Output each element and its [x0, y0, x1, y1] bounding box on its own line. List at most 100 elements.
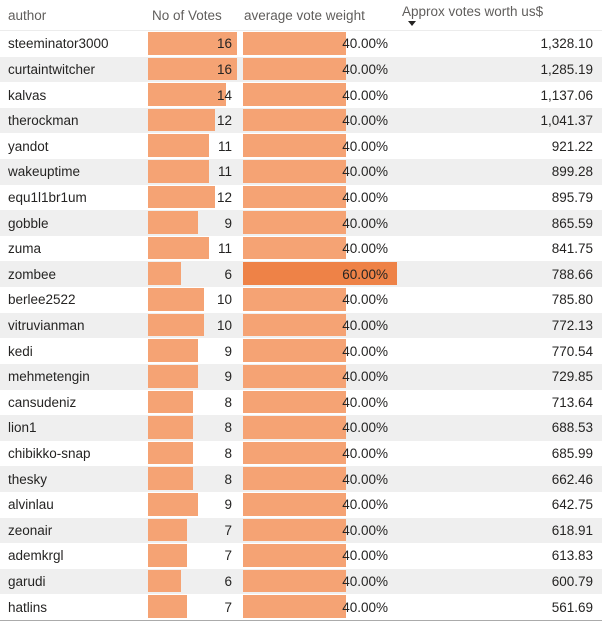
author-cell: cansudeniz [8, 394, 77, 410]
worth-value: 788.66 [551, 266, 593, 282]
weight-value: 40.00% [342, 548, 388, 564]
table-row[interactable]: lion1 8 40.00% 688.53 [0, 415, 602, 441]
author-cell: lion1 [8, 420, 37, 436]
column-header-approx-votes-worth[interactable]: Approx votes worth us$ [400, 4, 602, 26]
table-row[interactable]: gobble 9 40.00% 865.59 [0, 210, 602, 236]
worth-value: 685.99 [551, 446, 593, 462]
table-row[interactable]: equ1l1br1um 12 40.00% 895.79 [0, 184, 602, 211]
weight-value: 40.00% [342, 446, 388, 462]
worth-value: 713.64 [551, 394, 593, 410]
column-header-author[interactable]: author [8, 7, 47, 23]
table-row[interactable]: steeminator3000 16 40.00% 1,328.10 [0, 31, 602, 57]
votes-value: 12 [216, 113, 232, 129]
votes-data-bar [148, 595, 187, 619]
weight-data-bar [243, 518, 346, 542]
table-row[interactable]: cansudeniz 8 40.00% 713.64 [0, 389, 602, 416]
votes-data-bar [148, 160, 210, 183]
votes-value: 7 [224, 548, 232, 564]
table-row[interactable]: curtaintwitcher 16 40.00% 1,285.19 [0, 56, 602, 83]
worth-value: 600.79 [551, 574, 593, 590]
weight-data-bar [243, 160, 346, 183]
table-row[interactable]: zuma 11 40.00% 841.75 [0, 235, 602, 262]
table-header-row: author No of Votes average vote weight A… [0, 0, 602, 31]
weight-data-bar [243, 288, 346, 311]
worth-value: 561.69 [551, 599, 593, 615]
column-header-no-of-votes[interactable]: No of Votes [152, 7, 222, 23]
weight-cell: 40.00% [240, 185, 400, 211]
column-header-average-vote-weight[interactable]: average vote weight [244, 7, 365, 23]
votes-value: 9 [224, 215, 232, 231]
weight-cell: 40.00% [240, 492, 400, 518]
votes-data-bar [148, 569, 182, 593]
table-row[interactable]: garudi 6 40.00% 600.79 [0, 568, 602, 595]
votes-data-bar [148, 364, 199, 388]
votes-cell: 11 [148, 159, 240, 185]
weight-value: 40.00% [342, 36, 388, 52]
table-row[interactable]: ademkrgl 7 40.00% 613.83 [0, 543, 602, 569]
votes-cell: 6 [148, 261, 240, 287]
table-row[interactable]: vitruvianman 10 40.00% 772.13 [0, 312, 602, 339]
weight-data-bar [243, 441, 346, 465]
weight-data-bar [243, 390, 346, 414]
votes-value: 16 [216, 36, 232, 52]
votes-value: 16 [216, 61, 232, 77]
votes-data-bar [148, 492, 199, 516]
weight-cell: 40.00% [240, 441, 400, 467]
votes-data-bar [148, 108, 215, 132]
votes-cell: 10 [148, 287, 240, 313]
votes-value: 10 [216, 292, 232, 308]
votes-data-bar [148, 185, 215, 209]
votes-data-bar [148, 288, 204, 311]
author-cell: wakeuptime [8, 164, 81, 180]
weight-cell: 40.00% [240, 236, 400, 262]
table-row[interactable]: wakeuptime 11 40.00% 899.28 [0, 159, 602, 185]
worth-value: 770.54 [551, 343, 593, 359]
weight-cell: 40.00% [240, 569, 400, 595]
table-row[interactable]: chibikko-snap 8 40.00% 685.99 [0, 440, 602, 467]
weight-data-bar [243, 57, 346, 81]
weight-value: 40.00% [342, 113, 388, 129]
author-cell: therockman [8, 113, 79, 129]
worth-value: 729.85 [551, 369, 593, 385]
weight-cell: 40.00% [240, 364, 400, 390]
author-cell: zuma [8, 241, 42, 257]
votes-data-bar [148, 390, 193, 414]
worth-value: 1,328.10 [540, 36, 593, 52]
votes-cell: 8 [148, 415, 240, 441]
votes-value: 6 [224, 266, 232, 282]
weight-data-bar [243, 83, 346, 106]
table-row[interactable]: yandot 11 40.00% 921.22 [0, 133, 602, 160]
votes-value: 8 [224, 446, 232, 462]
votes-cell: 9 [148, 338, 240, 364]
weight-cell: 40.00% [240, 466, 400, 492]
table-row[interactable]: zombee 6 60.00% 788.66 [0, 261, 602, 288]
votes-value: 8 [224, 394, 232, 410]
weight-cell: 40.00% [240, 57, 400, 83]
weight-value: 40.00% [342, 241, 388, 257]
votes-cell: 7 [148, 518, 240, 544]
table-row[interactable]: zeonair 7 40.00% 618.91 [0, 517, 602, 544]
weight-cell: 40.00% [240, 108, 400, 134]
worth-value: 895.79 [551, 189, 593, 205]
table-row[interactable]: alvinlau 9 40.00% 642.75 [0, 491, 602, 518]
table-row[interactable]: therockman 12 40.00% 1,041.37 [0, 107, 602, 134]
weight-value: 40.00% [342, 369, 388, 385]
weight-cell: 40.00% [240, 31, 400, 57]
votes-cell: 6 [148, 569, 240, 595]
worth-value: 662.46 [551, 471, 593, 487]
weight-data-bar [243, 313, 346, 337]
table-row[interactable]: kalvas 14 40.00% 1,137.06 [0, 82, 602, 108]
author-cell: ademkrgl [8, 548, 64, 564]
table-row[interactable]: berlee2522 10 40.00% 785.80 [0, 287, 602, 313]
table-row[interactable]: hatlins 7 40.00% 561.69 [0, 594, 602, 621]
author-cell: berlee2522 [8, 292, 76, 308]
votes-cell: 10 [148, 313, 240, 339]
table-row[interactable]: thesky 8 40.00% 662.46 [0, 466, 602, 492]
table-row[interactable]: kedi 9 40.00% 770.54 [0, 338, 602, 364]
weight-value: 40.00% [342, 522, 388, 538]
author-cell: hatlins [8, 599, 48, 615]
table-row[interactable]: mehmetengin 9 40.00% 729.85 [0, 363, 602, 390]
worth-value: 772.13 [551, 318, 593, 333]
votes-value: 12 [216, 189, 232, 205]
